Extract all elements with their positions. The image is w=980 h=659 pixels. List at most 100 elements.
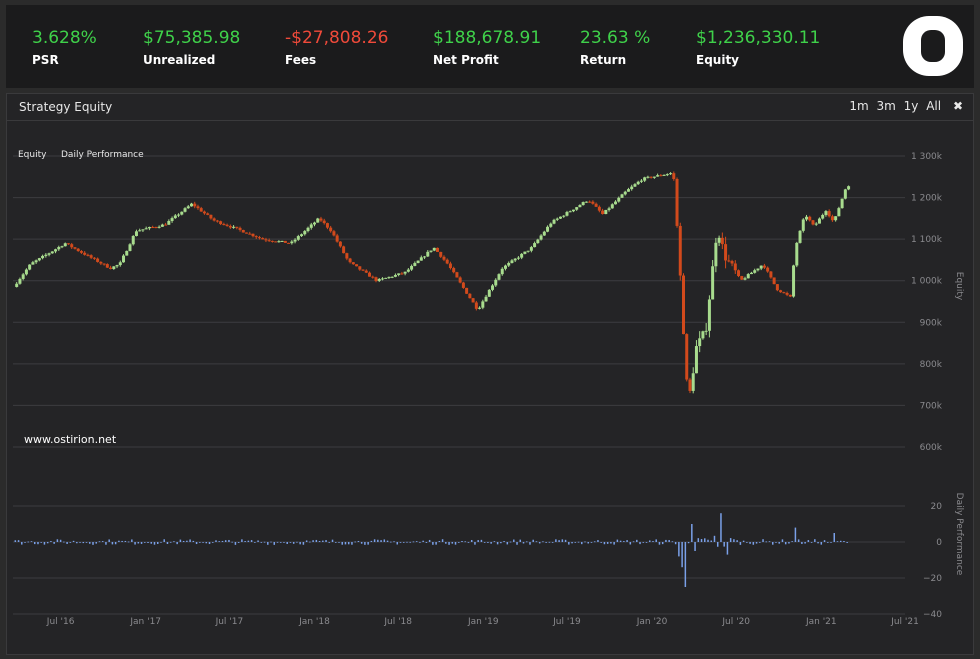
- daily-performance-bar: [212, 542, 214, 543]
- equity-candle: [555, 218, 559, 220]
- equity-candle: [416, 260, 420, 264]
- daily-performance-bar: [221, 540, 224, 542]
- equity-candle: [24, 269, 28, 275]
- daily-performance-bar: [153, 542, 156, 545]
- daily-performance-bar: [610, 542, 612, 544]
- range-1y-button[interactable]: 1y: [903, 99, 919, 113]
- equity-candle: [516, 257, 520, 259]
- panel-title: Strategy Equity: [19, 100, 113, 114]
- daily-performance-bar: [30, 541, 33, 543]
- daily-performance-bar: [487, 542, 489, 543]
- equity-candle: [355, 264, 359, 267]
- stat-value: 23.63 %: [580, 28, 651, 48]
- daily-performance-bar: [513, 539, 515, 542]
- equity-candle: [782, 292, 786, 294]
- equity-candle: [225, 224, 229, 226]
- daily-performance-bar: [296, 541, 298, 543]
- daily-performance-bar: [542, 541, 544, 543]
- equity-candle: [500, 268, 504, 275]
- close-icon[interactable]: ✖: [952, 99, 963, 113]
- equity-candle: [50, 251, 54, 254]
- equity-candle: [164, 224, 168, 226]
- equity-candle: [21, 274, 25, 279]
- daily-performance-bar: [40, 542, 42, 543]
- equity-candle: [779, 290, 783, 293]
- stat-label: Net Profit: [433, 53, 499, 67]
- equity-candle: [228, 225, 232, 228]
- daily-performance-bar: [208, 542, 211, 545]
- range-3m-button[interactable]: 3m: [876, 99, 896, 113]
- daily-performance-bar: [461, 540, 463, 542]
- equity-candle: [96, 258, 100, 262]
- equity-candle: [669, 173, 673, 175]
- range-1m-button[interactable]: 1m: [849, 99, 869, 113]
- equity-candle: [682, 275, 686, 335]
- equity-candle: [358, 266, 362, 270]
- equity-candle: [134, 231, 138, 236]
- daily-performance-bar: [538, 542, 541, 544]
- daily-performance-bar: [555, 539, 557, 542]
- equity-candle: [403, 271, 407, 274]
- daily-performance-bar: [160, 541, 162, 543]
- equity-candle: [604, 209, 608, 215]
- daily-performance-bar: [331, 539, 334, 542]
- equity-candle: [743, 278, 747, 280]
- equity-candle: [173, 215, 177, 219]
- equity-candle: [293, 239, 297, 242]
- daily-performance-bar: [496, 542, 499, 545]
- stat-value: $1,236,330.11: [696, 28, 821, 48]
- equity-candle: [92, 257, 96, 259]
- daily-performance-bar: [69, 542, 72, 543]
- daily-performance-bar: [237, 542, 240, 543]
- daily-performance-bar: [85, 542, 88, 543]
- equity-candle: [112, 266, 116, 269]
- daily-performance-bar: [788, 542, 790, 544]
- range-all-button[interactable]: All: [926, 99, 942, 113]
- daily-performance-bar: [192, 540, 195, 542]
- x-tick-label: Jul '20: [721, 617, 750, 627]
- equity-candle: [656, 175, 660, 177]
- panel-header: Strategy Equity 1m 3m 1y All ✖: [7, 94, 973, 121]
- daily-performance-bar: [144, 542, 146, 543]
- x-tick-label: Jul '18: [383, 617, 412, 627]
- x-tick-label: Jan '18: [298, 617, 330, 627]
- daily-performance-bar: [134, 542, 136, 545]
- daily-y-tick-label: −20: [923, 574, 942, 584]
- equity-candle: [795, 242, 799, 266]
- daily-performance-bar: [318, 541, 321, 542]
- equity-candle: [251, 233, 255, 237]
- daily-performance-bar: [710, 540, 712, 542]
- equity-candle: [785, 292, 789, 295]
- daily-performance-bar: [59, 539, 62, 542]
- daily-performance-bar: [399, 542, 402, 543]
- equity-candle: [513, 258, 517, 261]
- daily-performance-bar: [707, 539, 709, 542]
- equity-candle: [70, 244, 74, 248]
- daily-performance-bar: [205, 542, 208, 544]
- equity-candle: [309, 224, 313, 228]
- equity-candle: [623, 191, 627, 195]
- daily-performance-bar: [393, 541, 395, 543]
- daily-performance-bar: [202, 542, 204, 543]
- daily-performance-bar: [186, 540, 188, 542]
- equity-candle: [614, 201, 618, 205]
- equity-candle: [746, 274, 750, 279]
- daily-performance-bar: [483, 542, 486, 543]
- daily-performance-bar: [804, 542, 806, 544]
- daily-performance-bar: [574, 541, 577, 543]
- daily-performance-bar: [360, 542, 363, 544]
- equity-candle: [549, 223, 553, 227]
- daily-performance-bar: [830, 542, 832, 543]
- daily-performance-bar: [98, 541, 101, 543]
- equity-candle: [478, 307, 482, 309]
- daily-y-tick-label: −40: [923, 610, 942, 620]
- equity-candle: [235, 226, 239, 228]
- equity-candle: [335, 235, 339, 242]
- equity-candle: [610, 204, 614, 209]
- equity-candle: [193, 203, 197, 207]
- daily-performance-bar: [778, 542, 780, 544]
- daily-performance-bar: [341, 542, 343, 545]
- equity-candle: [435, 247, 439, 252]
- equity-candle: [597, 206, 601, 211]
- daily-performance-bar: [448, 542, 450, 545]
